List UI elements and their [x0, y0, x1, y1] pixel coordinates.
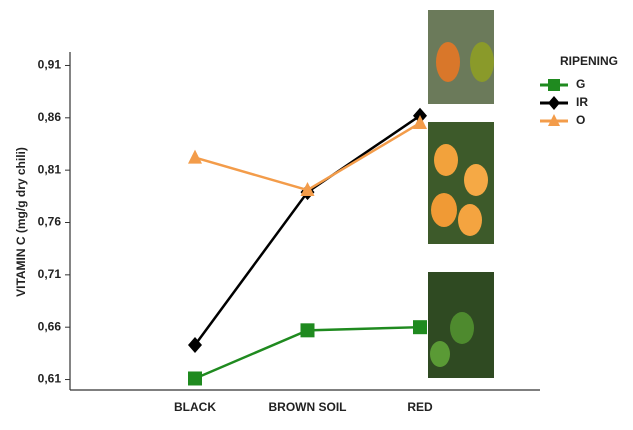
marker: [301, 323, 315, 337]
series-line: [195, 123, 420, 190]
marker: [188, 150, 202, 164]
x-tick-label: BROWN SOIL: [269, 400, 347, 414]
y-tick-label: 0,91: [38, 58, 62, 72]
y-tick-label: 0,76: [38, 215, 62, 229]
photos: [428, 10, 494, 378]
pepper: [434, 144, 458, 176]
chart: VITAMIN C (mg/g dry chili) RIPENING 0,61…: [0, 0, 633, 430]
legend-title: RIPENING: [560, 54, 618, 68]
pepper: [464, 164, 488, 196]
x-tick-label: BLACK: [174, 400, 216, 414]
y-tick-label: 0,71: [38, 267, 62, 281]
legend-label: G: [576, 77, 585, 91]
page: {"chart_data": { "type": "line", "y_labe…: [0, 0, 633, 430]
series-line: [195, 116, 420, 345]
pepper: [458, 204, 482, 236]
pepper: [436, 42, 460, 82]
y-tick-label: 0,86: [38, 110, 62, 124]
marker: [548, 79, 560, 91]
x-tick-label: RED: [407, 400, 433, 414]
marker: [188, 371, 202, 385]
pepper: [431, 193, 457, 227]
marker: [548, 96, 560, 110]
pepper: [430, 341, 450, 367]
pepper: [450, 312, 474, 344]
legend-label: O: [576, 113, 585, 127]
y-tick-label: 0,61: [38, 372, 62, 386]
legend-label: IR: [576, 95, 588, 109]
y-tick-label: 0,66: [38, 319, 62, 333]
y-axis-label: VITAMIN C (mg/g dry chili): [14, 147, 28, 297]
marker: [413, 320, 427, 334]
y-tick-label: 0,81: [38, 162, 62, 176]
pepper: [470, 42, 494, 82]
